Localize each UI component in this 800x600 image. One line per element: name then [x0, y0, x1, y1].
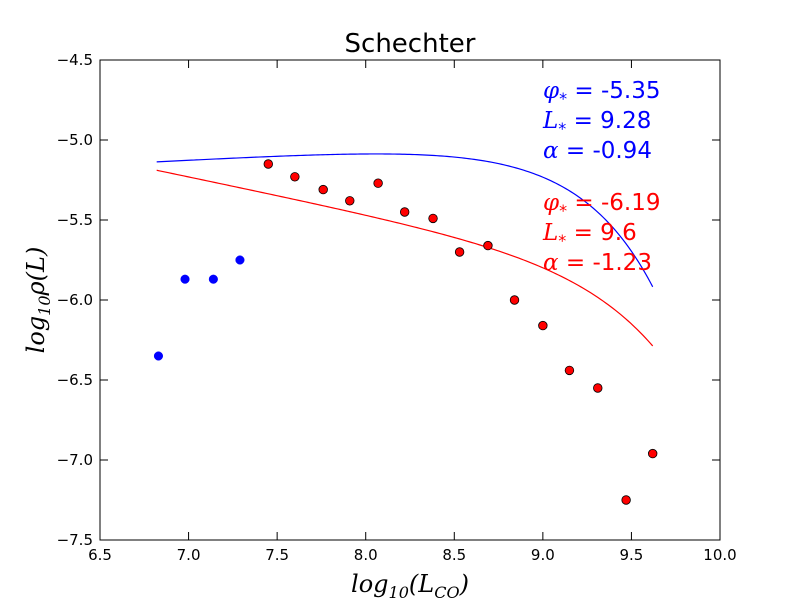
x-tick-label: 8.0	[354, 546, 378, 564]
x-tick-label: 8.5	[442, 546, 466, 564]
data-point-series-2	[454, 247, 465, 257]
x-tick-label: 7.5	[265, 546, 289, 564]
x-tick-label: 6.5	[88, 546, 112, 564]
fit-parameters: φ* = -5.35L* = 9.28α = -0.94 φ* = -6.19L*…	[542, 78, 661, 276]
data-point-series-2	[647, 448, 658, 459]
fit-param-6: α = -1.23	[543, 250, 652, 276]
fit-param-1: φ* = -5.35	[543, 78, 661, 108]
data-point-series-2	[263, 159, 273, 169]
y-tick-label: −7.0	[57, 451, 93, 469]
fit-param-5: L* = 9.6	[542, 220, 637, 250]
x-axis-label: log10(LCO)	[351, 570, 469, 600]
chart-title: Schechter	[345, 29, 476, 59]
y-tick-label: −5.0	[57, 131, 93, 149]
data-point-series-2	[428, 213, 438, 224]
data-point-series-2	[483, 240, 493, 251]
data-point-series-1	[235, 255, 245, 265]
x-tick-label: 9.0	[531, 546, 555, 564]
y-tick-label: −7.5	[57, 531, 93, 549]
data-point-series-2	[621, 495, 631, 505]
y-axis: −4.5 −5.0 −5.5 −6.0 −6.5 −7.0 −7.5	[57, 51, 720, 549]
x-tick-label: 9.5	[619, 546, 643, 564]
data-point-series-2	[345, 196, 355, 206]
data-point-series-1	[208, 274, 218, 284]
data-point-series-2	[318, 184, 328, 195]
fit-param-4: φ* = -6.19	[543, 190, 661, 220]
fit-param-2: L* = 9.28	[542, 108, 651, 138]
fit-curve-2	[156, 169, 654, 347]
data-point-series-2	[593, 383, 603, 393]
y-tick-label: −4.5	[57, 51, 93, 69]
y-tick-label: −6.5	[57, 371, 93, 389]
axes-frame	[99, 59, 721, 541]
data-point-series-2	[399, 207, 410, 217]
data-point-series-2	[509, 295, 520, 305]
x-tick-label: 10.0	[703, 546, 736, 564]
data-point-series-2	[564, 365, 575, 376]
fit-curve-1	[156, 153, 654, 288]
y-tick-label: −5.5	[57, 211, 93, 229]
plot-area	[153, 153, 658, 505]
y-tick-label: −6.0	[57, 291, 93, 309]
data-point-series-2	[373, 178, 383, 188]
data-point-series-2	[538, 320, 548, 331]
data-point-series-1	[153, 351, 164, 361]
fit-param-3: α = -0.94	[543, 138, 652, 164]
x-axis: 6.5 7.0 7.5 8.0 8.5 9.0 9.5 10.0	[88, 60, 737, 564]
x-tick-label: 7.0	[177, 546, 201, 564]
data-point-series-1	[180, 274, 190, 284]
y-axis-label: log10ρ(L)	[22, 247, 54, 354]
data-point-series-2	[290, 172, 300, 182]
